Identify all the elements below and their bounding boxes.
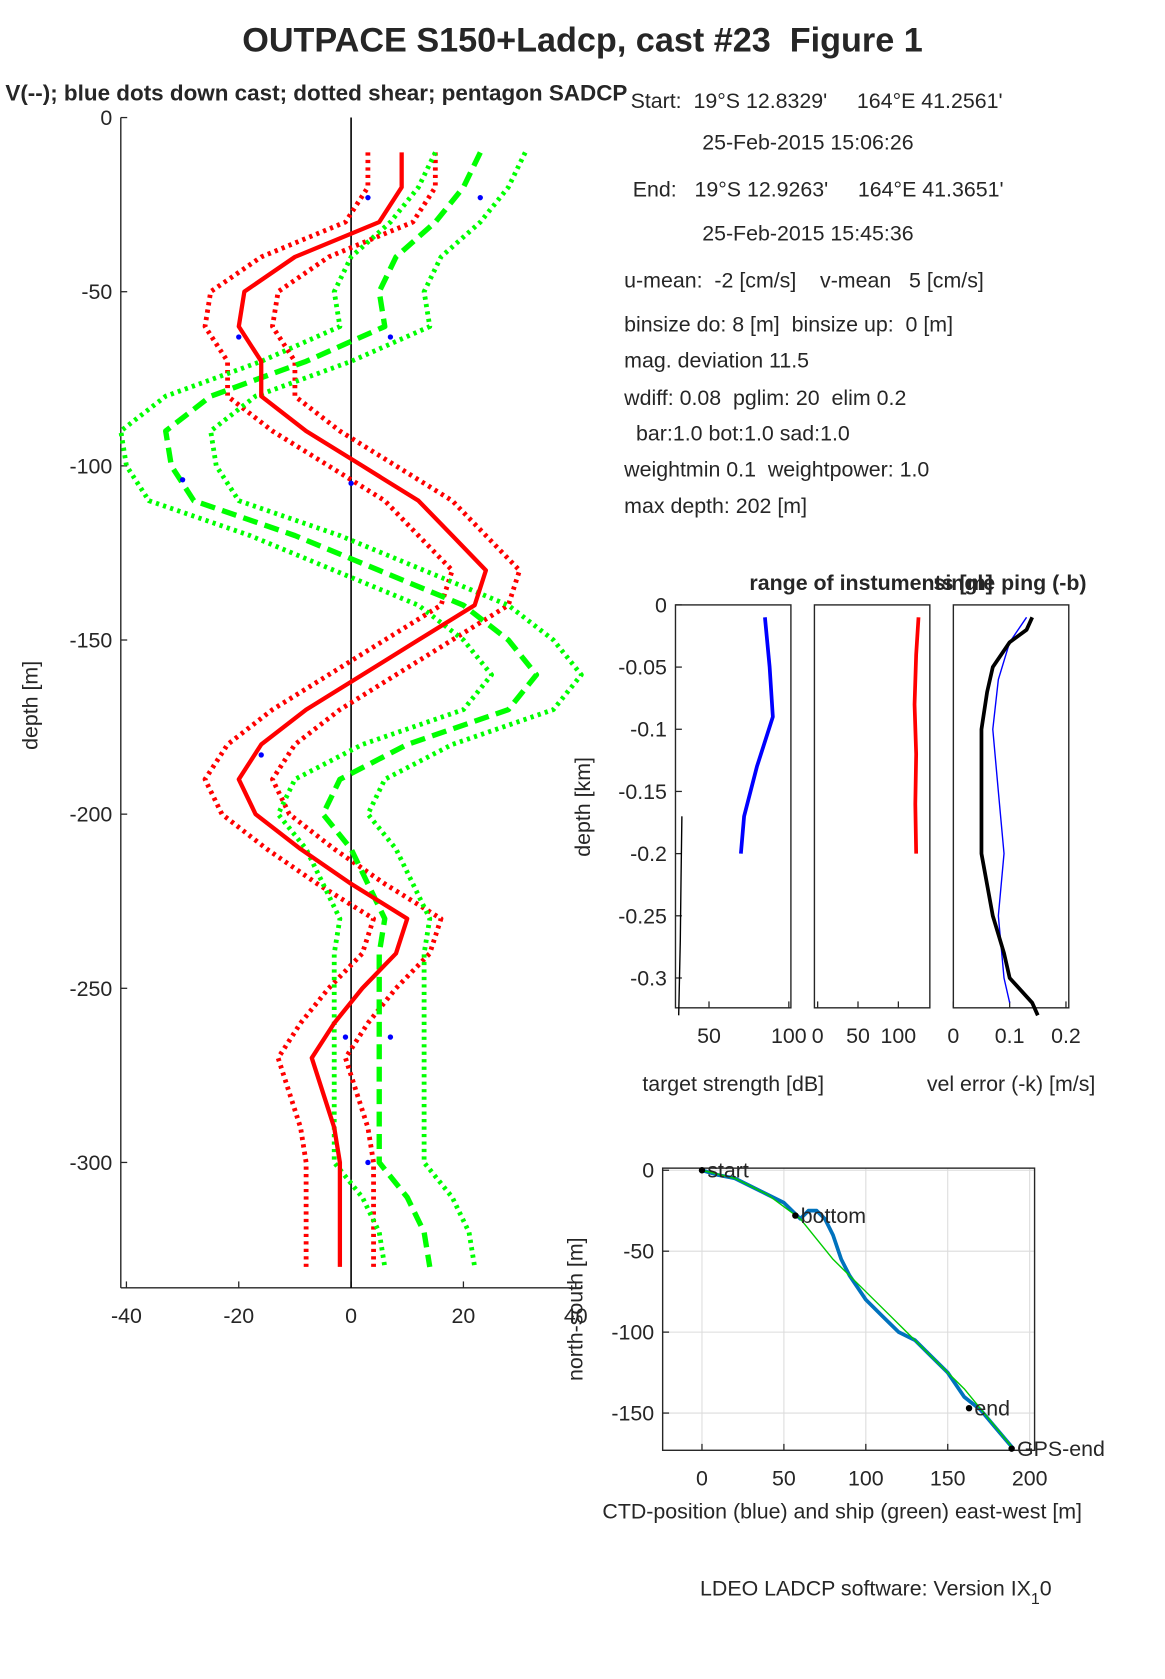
- info-line: weightmin 0.1 weightpower: 1.0: [623, 458, 929, 482]
- series-line: [208, 151, 584, 1268]
- x-tick-label: 0: [947, 1024, 959, 1048]
- y-tick-label: 0: [100, 106, 112, 130]
- figure-title: OUTPACE S150+Ladcp, cast #23 Figure 1: [242, 21, 923, 59]
- x-tick-label: 100: [771, 1024, 807, 1048]
- x-tick-label: 0: [812, 1024, 824, 1048]
- dot: [179, 477, 186, 483]
- y-tick-label: -150: [611, 1402, 654, 1426]
- series-line: [701, 1169, 1014, 1450]
- dot: [387, 1034, 394, 1040]
- x-tick-label: 0: [345, 1304, 357, 1328]
- x-tick-label: 20: [452, 1304, 476, 1328]
- x-tick-label: 0.2: [1051, 1024, 1081, 1048]
- series-line: [739, 617, 775, 854]
- y-tick-label: -100: [611, 1321, 654, 1345]
- annotation-point: [698, 1167, 706, 1174]
- series-line: [979, 616, 1040, 1017]
- y-tick-label: -0.15: [618, 780, 667, 804]
- series-line: [163, 151, 540, 1268]
- y-tick-label: -250: [69, 977, 112, 1001]
- y-axis-label: depth [m]: [18, 661, 42, 750]
- x-tick-label: 40: [564, 1304, 588, 1328]
- annotation: end: [974, 1397, 1010, 1421]
- series-line: [992, 616, 1028, 1003]
- info-line: max depth: 202 [m]: [624, 494, 807, 518]
- y-tick-label: -50: [81, 280, 112, 304]
- panel-title: single ping (-b): [933, 571, 1086, 595]
- y-tick-label: -0.25: [618, 904, 667, 928]
- y-tick-label: -0.2: [630, 842, 667, 866]
- y-tick-label: -100: [69, 454, 112, 478]
- x-axis-label: CTD-position (blue) and ship (green) eas…: [602, 1500, 1082, 1524]
- footer-text: LDEO LADCP software: Version IX: [700, 1577, 1031, 1601]
- info-line: Start: 19°S 12.8329' 164°E 41.2561': [631, 89, 1003, 113]
- x-tick-label: -40: [111, 1304, 142, 1328]
- info-line: wdiff: 0.08 pglim: 20 elim 0.2: [623, 386, 906, 410]
- axes-box: [813, 604, 931, 1009]
- series-line: [236, 152, 489, 1267]
- annotation-point: [965, 1404, 973, 1412]
- y-tick-label: -0.3: [630, 966, 667, 990]
- y-tick-label: -50: [623, 1240, 654, 1264]
- series-line: [202, 152, 455, 1267]
- info-line: binsize do: 8 [m] binsize up: 0 [m]: [624, 312, 953, 336]
- y-tick-label: 0: [642, 1159, 654, 1183]
- x-tick-label: 50: [846, 1024, 870, 1048]
- x-tick-label: 200: [1012, 1467, 1048, 1491]
- info-line: u-mean: -2 [cm/s] v-mean 5 [cm/s]: [624, 268, 984, 292]
- y-axis-label: north-south [m]: [564, 1237, 588, 1381]
- dot: [236, 334, 242, 340]
- annotation: bottom: [801, 1204, 866, 1228]
- axes-box: [952, 604, 1070, 1009]
- x-tick-label: 0.1: [995, 1024, 1025, 1048]
- x-tick-label: 50: [697, 1024, 721, 1048]
- x-tick-label: -20: [223, 1304, 254, 1328]
- info-line: mag. deviation 11.5: [624, 349, 809, 373]
- x-tick-label: 50: [772, 1467, 796, 1491]
- footer-sub: 1: [1031, 1590, 1040, 1608]
- panel-title: range of instuments [m]: [749, 571, 992, 595]
- annotation-point: [792, 1212, 799, 1219]
- dot: [387, 334, 394, 340]
- subtitle: V(--); blue dots down cast; dotted shear…: [5, 80, 627, 105]
- info-line: End: 19°S 12.9263' 164°E 41.3651': [633, 178, 1004, 202]
- info-line: 25-Feb-2015 15:06:26: [702, 131, 913, 155]
- dot: [365, 1159, 371, 1166]
- y-tick-label: -300: [69, 1151, 112, 1175]
- info-line: bar:1.0 bot:1.0 sad:1.0: [624, 421, 850, 445]
- series-line: [118, 151, 494, 1268]
- series-line: [677, 816, 683, 1016]
- dot: [258, 752, 264, 758]
- axes-box: [674, 604, 792, 1009]
- dot: [348, 480, 354, 486]
- dot: [342, 1034, 349, 1040]
- x-tick-label: 100: [848, 1467, 884, 1491]
- x-tick-label: 0: [696, 1467, 708, 1491]
- annotation-point: [1008, 1445, 1015, 1452]
- annotation: GPS-end: [1017, 1437, 1105, 1461]
- series-line: [912, 617, 921, 854]
- y-axis-label: depth [km]: [571, 757, 595, 857]
- x-axis-label: target strength [dB]: [642, 1072, 824, 1096]
- info-line: 25-Feb-2015 15:45:36: [702, 221, 913, 245]
- footer: LDEO LADCP software: Version IX10: [700, 1577, 1052, 1609]
- y-tick-label: -0.05: [618, 656, 667, 680]
- axes-box: [661, 1167, 1036, 1451]
- y-tick-label: -150: [69, 628, 112, 652]
- y-tick-label: -0.1: [630, 718, 667, 742]
- y-tick-label: -200: [69, 803, 112, 827]
- dot: [365, 194, 371, 201]
- x-axis-label: vel error (-k) [m/s]: [927, 1072, 1095, 1096]
- x-tick-label: 150: [930, 1467, 966, 1491]
- dot: [477, 194, 483, 201]
- footer-end: 0: [1040, 1577, 1052, 1601]
- annotation: start: [707, 1159, 749, 1183]
- series-line: [270, 152, 522, 1267]
- y-tick-label: 0: [655, 593, 667, 617]
- x-tick-label: 100: [881, 1024, 917, 1048]
